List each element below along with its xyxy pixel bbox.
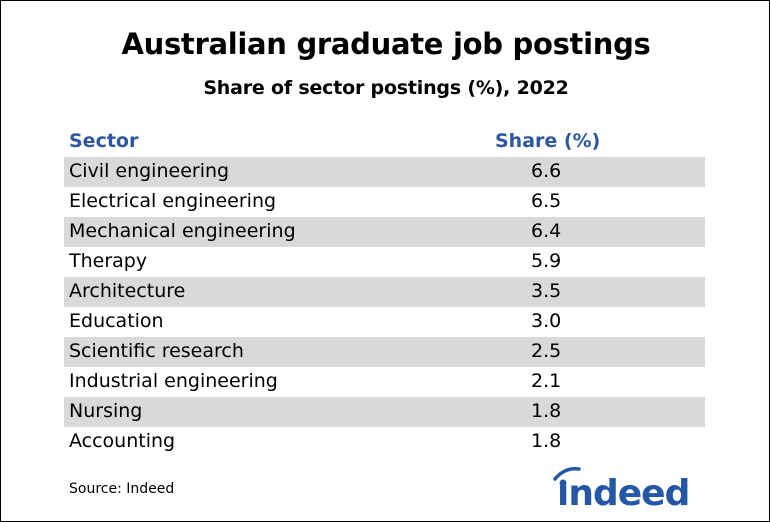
column-header-sector: Sector bbox=[69, 130, 139, 152]
sector-cell: Education bbox=[69, 310, 164, 332]
share-cell: 6.4 bbox=[531, 220, 562, 242]
share-cell: 6.6 bbox=[531, 160, 562, 182]
share-cell: 6.5 bbox=[531, 190, 562, 212]
chart-subtitle: Share of sector postings (%), 2022 bbox=[203, 77, 569, 99]
sector-cell: Accounting bbox=[69, 430, 176, 452]
chart-title: Australian graduate job postings bbox=[121, 27, 651, 61]
source-note: Source: Indeed bbox=[69, 481, 175, 497]
share-cell: 2.1 bbox=[531, 370, 562, 392]
table-row: Mechanical engineering 6.4 bbox=[64, 217, 705, 247]
table-row: Nursing 1.8 bbox=[64, 397, 705, 427]
share-cell: 3.5 bbox=[531, 280, 562, 302]
share-cell: 3.0 bbox=[531, 310, 562, 332]
table-row: Industrial engineering 2.1 bbox=[64, 367, 705, 397]
share-cell: 2.5 bbox=[531, 340, 562, 362]
share-cell: 1.8 bbox=[531, 430, 562, 452]
table-body: Civil engineering 6.6 Electrical enginee… bbox=[64, 157, 705, 457]
sector-cell: Architecture bbox=[69, 280, 186, 302]
indeed-logo-icon: ındeed bbox=[553, 466, 690, 513]
table-header: Sector Share (%) bbox=[64, 130, 705, 156]
sector-cell: Industrial engineering bbox=[69, 370, 278, 392]
sector-cell: Civil engineering bbox=[69, 160, 230, 182]
sector-cell: Electrical engineering bbox=[69, 190, 277, 212]
table-row: Civil engineering 6.6 bbox=[64, 157, 705, 187]
table-row: Scientific research 2.5 bbox=[64, 337, 705, 367]
table-row: Electrical engineering 6.5 bbox=[64, 187, 705, 217]
svg-text:ındeed: ındeed bbox=[557, 473, 689, 513]
table-row: Architecture 3.5 bbox=[64, 277, 705, 307]
sector-cell: Scientific research bbox=[69, 340, 244, 362]
table-row: Education 3.0 bbox=[64, 307, 705, 337]
sector-cell: Mechanical engineering bbox=[69, 220, 296, 242]
sector-cell: Nursing bbox=[69, 400, 143, 422]
table-row: Therapy 5.9 bbox=[64, 247, 705, 277]
column-header-share: Share (%) bbox=[495, 130, 601, 152]
table-row: Accounting 1.8 bbox=[64, 427, 705, 457]
share-cell: 1.8 bbox=[531, 400, 562, 422]
sector-cell: Therapy bbox=[69, 250, 148, 272]
share-cell: 5.9 bbox=[531, 250, 562, 272]
